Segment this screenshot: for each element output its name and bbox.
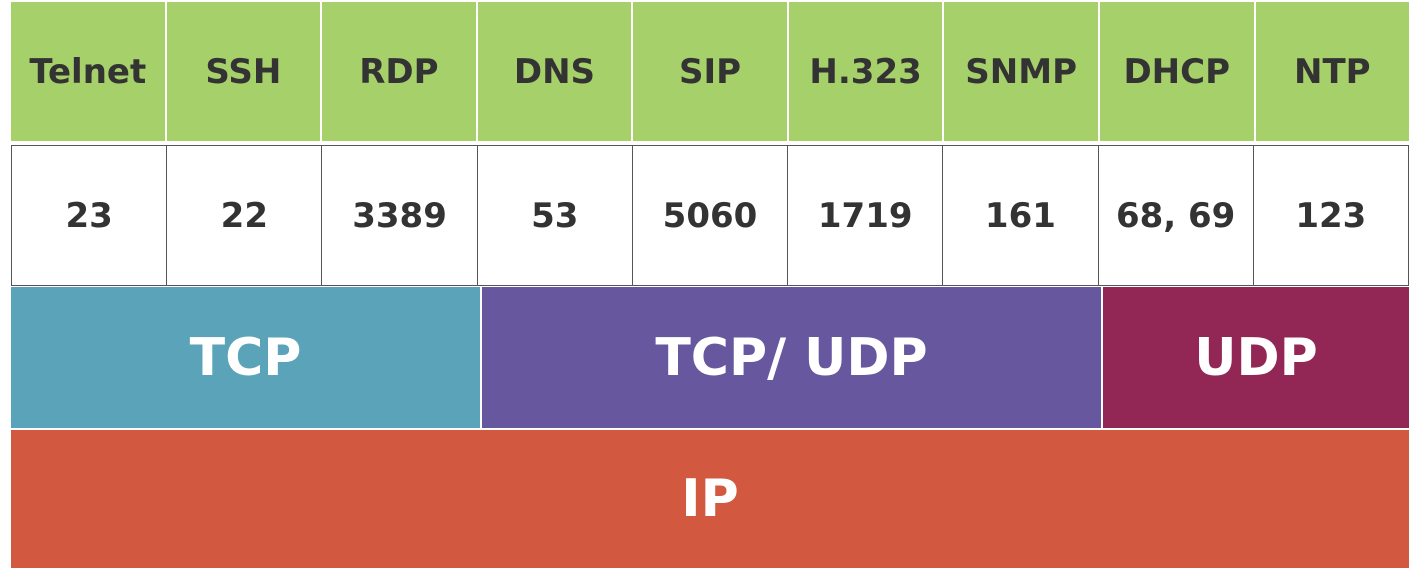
protocol-cell-dhcp: DHCP [1099,2,1254,141]
transport-row: TCP TCP/ UDP UDP [11,287,1409,428]
transport-block-udp: UDP [1103,287,1409,428]
protocol-cell-snmp: SNMP [944,2,1098,141]
protocol-cell-telnet: Telnet [11,2,165,141]
protocol-cell-h323: H.323 [788,2,943,141]
protocol-cell-ntp: NTP [1255,2,1410,141]
port-cell-ntp: 123 [1295,195,1367,236]
transport-block-tcp: TCP [11,287,480,428]
network-row: IP [11,430,1409,568]
protocol-cell-ssh: SSH [166,2,321,141]
port-cell-rdp: 3389 [322,146,478,285]
protocol-cell-sip: SIP [633,2,787,141]
port-cell-ssh: 22 [167,146,323,285]
protocol-port-diagram: Telnet SSH RDP DNS SIP H.323 SNMP DHCP N… [11,2,1410,568]
protocol-cell-rdp: RDP [322,2,476,141]
port-cell-snmp: 161 [943,146,1099,285]
protocol-cell-dns: DNS [477,2,632,141]
port-cell-dns: 53 [478,146,633,285]
network-block-ip: IP [11,430,1409,568]
port-row: 23 22 3389 53 5060 1719 161 68, 69 123 [11,145,1409,286]
port-cell-sip: 5060 [633,146,789,285]
port-cell-telnet: 23 [12,146,168,285]
protocol-row: Telnet SSH RDP DNS SIP H.323 SNMP DHCP N… [11,2,1410,141]
port-cell-h323: 1719 [788,146,944,285]
port-cell-dhcp: 68, 69 [1099,146,1254,285]
transport-block-tcp-udp: TCP/ UDP [482,287,1101,428]
